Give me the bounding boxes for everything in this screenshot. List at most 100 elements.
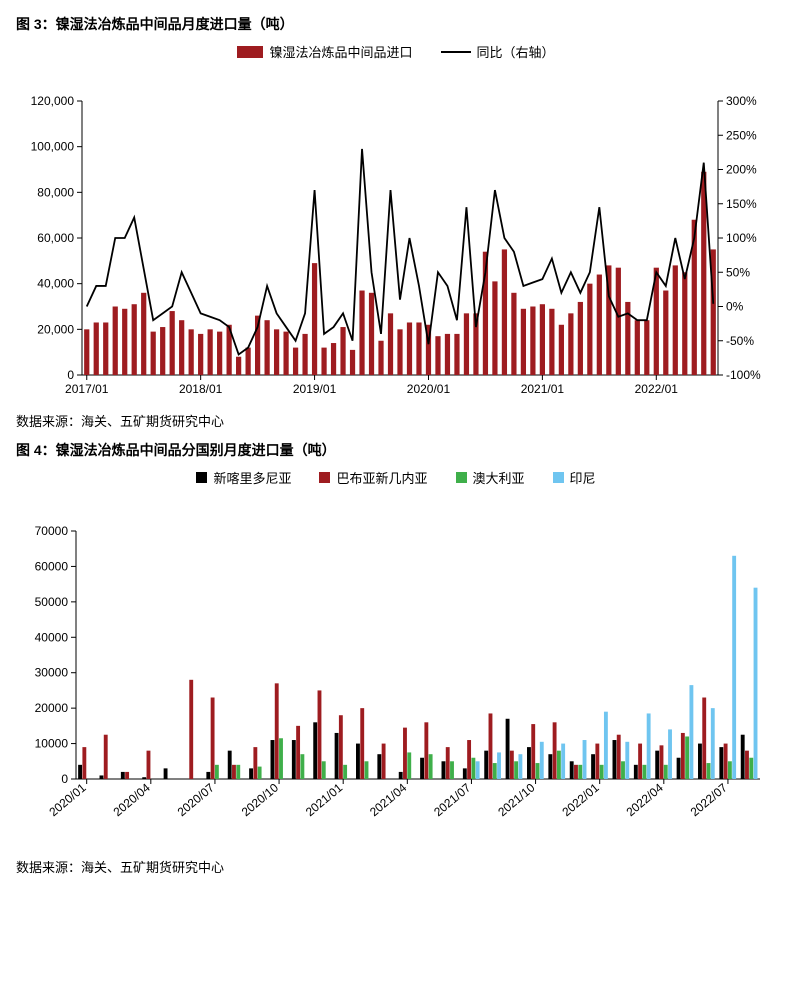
bar — [682, 272, 687, 375]
bar — [540, 304, 545, 375]
bar — [318, 690, 322, 779]
bar — [321, 348, 326, 375]
svg-text:100,000: 100,000 — [31, 140, 75, 154]
bar — [663, 291, 668, 375]
bar — [313, 722, 317, 779]
legend-bar: 镍湿法冶炼品中间品进口 — [237, 42, 412, 61]
svg-text:2022/01: 2022/01 — [635, 382, 679, 396]
svg-text:2020/10: 2020/10 — [239, 780, 281, 819]
bar — [514, 761, 518, 779]
legend-swatch — [319, 472, 330, 483]
bar — [540, 742, 544, 779]
bar — [493, 763, 497, 779]
svg-text:150%: 150% — [726, 197, 757, 211]
bar — [536, 763, 540, 779]
bar — [506, 719, 510, 779]
bar — [711, 708, 715, 779]
bar — [198, 334, 203, 375]
svg-text:0%: 0% — [726, 300, 744, 314]
bar — [125, 772, 129, 779]
bar — [595, 744, 599, 779]
bar — [249, 768, 253, 779]
legend-label: 澳大利亚 — [473, 468, 525, 487]
bar — [236, 357, 241, 375]
svg-text:250%: 250% — [726, 128, 757, 142]
bar — [160, 327, 165, 375]
svg-text:2022/04: 2022/04 — [624, 780, 666, 819]
svg-text:2021/04: 2021/04 — [367, 780, 409, 819]
bar — [681, 733, 685, 779]
bar — [84, 329, 89, 375]
svg-text:120,000: 120,000 — [31, 94, 75, 108]
bar — [587, 284, 592, 375]
legend-line: 同比（右轴） — [441, 42, 555, 61]
bar — [382, 744, 386, 779]
bar — [635, 320, 640, 375]
svg-text:20,000: 20,000 — [37, 322, 74, 336]
bar — [378, 341, 383, 375]
bar — [442, 761, 446, 779]
bar — [296, 726, 300, 779]
bar — [510, 751, 514, 779]
bar — [476, 761, 480, 779]
bar — [471, 758, 475, 779]
bar — [293, 348, 298, 375]
svg-text:70000: 70000 — [35, 524, 69, 538]
bar — [578, 302, 583, 375]
bar — [340, 327, 345, 375]
svg-text:2018/01: 2018/01 — [179, 382, 223, 396]
svg-text:2020/07: 2020/07 — [175, 780, 217, 819]
figure3-legend: 镍湿法冶炼品中间品进口 同比（右轴） — [16, 42, 776, 61]
bar — [454, 334, 459, 375]
svg-text:10000: 10000 — [35, 737, 69, 751]
bar — [258, 767, 262, 779]
bar — [356, 744, 360, 779]
legend-swatch — [456, 472, 467, 483]
svg-text:40000: 40000 — [35, 630, 69, 644]
bar — [644, 320, 649, 375]
svg-text:30000: 30000 — [35, 666, 69, 680]
bar — [407, 322, 412, 375]
bar — [728, 761, 732, 779]
bar — [279, 738, 283, 779]
bar — [574, 765, 578, 779]
bar — [484, 751, 488, 779]
legend-item: 澳大利亚 — [456, 468, 525, 487]
bar — [104, 735, 108, 779]
svg-text:50%: 50% — [726, 265, 750, 279]
bar — [416, 322, 421, 375]
bar — [283, 332, 288, 375]
bar — [335, 733, 339, 779]
line-swatch — [441, 51, 471, 53]
bar — [388, 313, 393, 375]
bar — [647, 713, 651, 779]
svg-text:50000: 50000 — [35, 595, 69, 609]
bar — [702, 698, 706, 779]
bar — [445, 334, 450, 375]
svg-text:2020/04: 2020/04 — [111, 780, 153, 819]
bar — [407, 752, 411, 779]
bar — [660, 745, 664, 779]
legend-swatch — [196, 472, 207, 483]
bar — [548, 754, 552, 779]
bar — [578, 765, 582, 779]
bar — [642, 765, 646, 779]
figure4-svg: 0100002000030000400005000060000700002020… — [16, 491, 776, 851]
bar — [617, 735, 621, 779]
svg-text:2021/10: 2021/10 — [495, 780, 537, 819]
bar — [217, 332, 222, 375]
bar — [151, 332, 156, 375]
bar — [741, 735, 745, 779]
bar — [677, 758, 681, 779]
bar — [215, 765, 219, 779]
svg-text:2017/01: 2017/01 — [65, 382, 109, 396]
bar — [616, 268, 621, 375]
bar — [369, 293, 374, 375]
legend-label: 新喀里多尼亚 — [213, 468, 291, 487]
bar — [591, 754, 595, 779]
bar — [668, 729, 672, 779]
legend-label: 印尼 — [570, 468, 596, 487]
bar — [719, 747, 723, 779]
bar — [492, 281, 497, 375]
legend-item: 新喀里多尼亚 — [196, 468, 291, 487]
